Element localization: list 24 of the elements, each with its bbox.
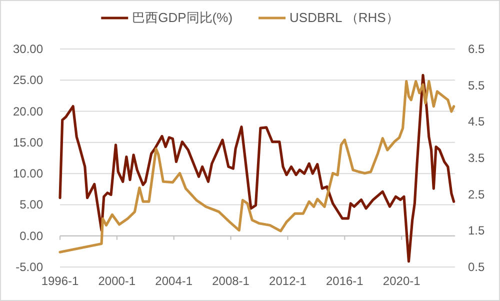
y-tick-label: 15.00: [12, 135, 44, 150]
x-tick-label: 1996-1: [41, 274, 80, 288]
y2-tick-label: 4.5: [468, 114, 486, 129]
y2-tick-label: 2.5: [468, 187, 486, 202]
y-tick-label: 5.00: [20, 198, 44, 212]
y-tick-label: 20.00: [12, 104, 44, 118]
x-tick-label: 2000-1: [98, 274, 136, 288]
y2-tick-label: 1.5: [468, 224, 486, 238]
x-tick-label: 2012-1: [269, 274, 307, 288]
y2-tick-label: 6.5: [468, 42, 486, 56]
y2-tick-label: 0.5: [468, 260, 486, 274]
y-tick-label: 30.00: [12, 42, 44, 56]
y2-tick-label: 5.5: [468, 78, 486, 92]
x-tick-label: 2016-1: [326, 274, 364, 288]
legend-label: USDBRL （RHS）: [290, 10, 399, 25]
y-tick-label: 0.00: [20, 228, 44, 243]
y-tick-label: -5.00: [16, 260, 44, 274]
x-tick-label: 2008-1: [212, 274, 250, 288]
legend-label: 巴西GDP同比(%): [132, 10, 233, 25]
y-tick-label: 25.00: [12, 73, 44, 88]
y2-tick-label: 3.5: [468, 151, 486, 165]
y-tick-label: 10.00: [12, 166, 44, 181]
x-tick-label: 2004-1: [155, 274, 193, 288]
x-tick-label: 2020-1: [382, 274, 421, 288]
